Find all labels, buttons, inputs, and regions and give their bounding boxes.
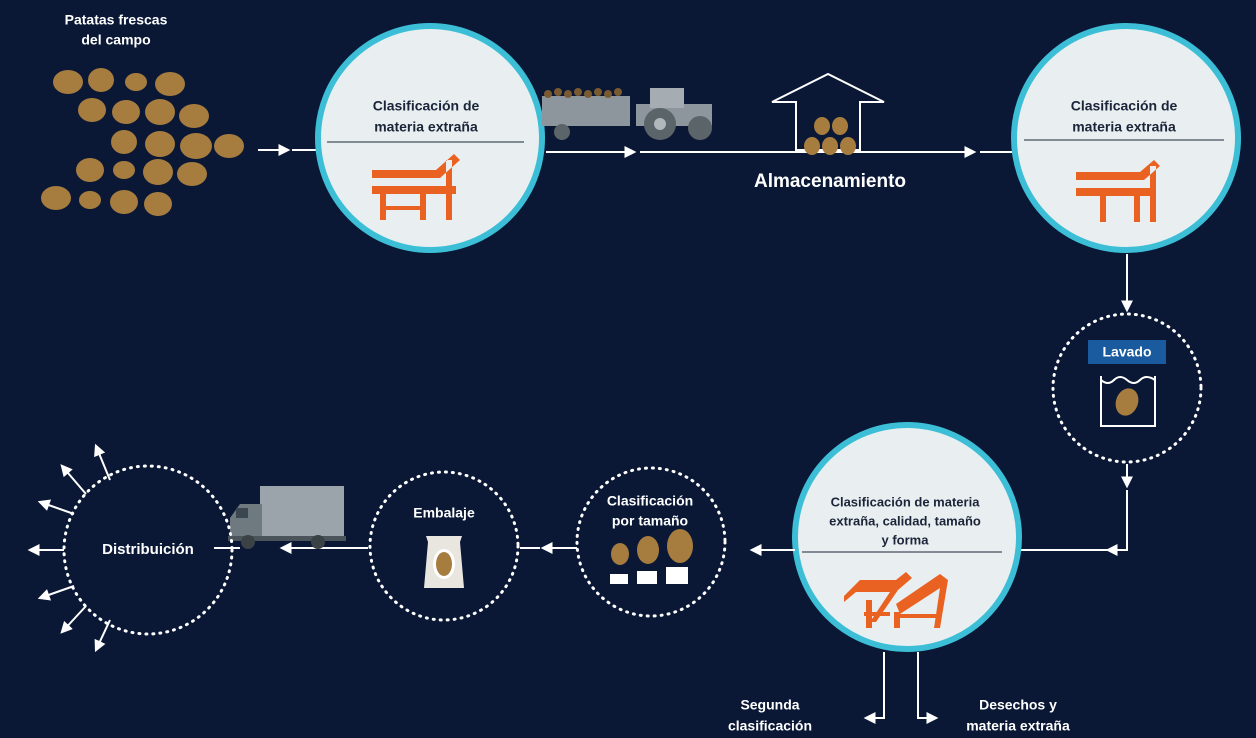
shape (145, 99, 175, 125)
shape (814, 117, 830, 135)
shape (650, 88, 684, 108)
shape (637, 571, 657, 584)
sorting-2: Clasificación de materia extraña (1014, 26, 1238, 250)
washing-label: Lavado (1102, 344, 1151, 360)
shape (241, 535, 255, 549)
shape (41, 186, 71, 210)
second-sort-label: Segunda (740, 697, 799, 713)
shape (688, 116, 712, 140)
sorting-3: Clasificación de materia extraña, calida… (795, 425, 1019, 649)
shape (145, 131, 175, 157)
shape (318, 26, 542, 250)
shape (79, 191, 101, 209)
shape (125, 73, 147, 91)
shape (260, 486, 344, 536)
sorting-1-label: materia extraña (374, 119, 478, 135)
second-sort-label: clasificación (728, 718, 812, 734)
shape (214, 134, 244, 158)
shape (110, 190, 138, 214)
shape (654, 118, 666, 130)
distribution-label: Distribuición (102, 541, 194, 558)
shape (1014, 26, 1238, 250)
shape (832, 117, 848, 135)
shape (610, 574, 628, 584)
shape (155, 72, 185, 96)
page: Patatas frescas del campo Clasificación … (0, 0, 1256, 738)
shape (179, 104, 209, 128)
shape (177, 162, 207, 186)
shape (112, 100, 140, 124)
shape (584, 90, 592, 98)
shape (614, 88, 622, 96)
shape (76, 158, 104, 182)
shape (611, 543, 629, 565)
sorting-2-label: materia extraña (1072, 119, 1176, 135)
shape (574, 88, 582, 96)
packing-label: Embalaje (413, 505, 475, 521)
size-grading-label: por tamaño (612, 513, 688, 529)
shape (840, 137, 856, 155)
shape (53, 70, 83, 94)
shape (436, 552, 452, 576)
shape (113, 161, 135, 179)
shape (111, 130, 137, 154)
shape (604, 90, 612, 98)
shape (666, 567, 688, 584)
sorting-1: Clasificación de materia extraña (318, 26, 542, 250)
shape (544, 90, 552, 98)
harvest-label: del campo (81, 32, 150, 48)
shape (78, 98, 106, 122)
sorting-3-label: Clasificación de materia (831, 494, 981, 509)
shape (143, 159, 173, 185)
sorting-2-label: Clasificación de (1071, 98, 1178, 114)
shape (554, 88, 562, 96)
shape (564, 90, 572, 98)
sorting-3-label: y forma (882, 532, 930, 547)
sorting-3-label: extraña, calidad, tamaño (829, 513, 981, 528)
shape (667, 529, 693, 563)
waste-label: materia extraña (966, 718, 1070, 734)
shape (542, 96, 630, 126)
harvest-label: Patatas frescas (65, 12, 168, 28)
shape (554, 124, 570, 140)
shape (88, 68, 114, 92)
storage-label: Almacenamiento (754, 171, 906, 192)
shape (804, 137, 820, 155)
shape (236, 508, 248, 518)
waste-label: Desechos y (979, 697, 1057, 713)
diagram: Patatas frescas del campo Clasificación … (0, 0, 1256, 738)
shape (637, 536, 659, 564)
sorting-1-label: Clasificación de (373, 98, 480, 114)
shape (822, 137, 838, 155)
shape (180, 133, 212, 159)
size-grading-label: Clasificación (607, 493, 693, 509)
shape (144, 192, 172, 216)
shape (311, 535, 325, 549)
shape (594, 88, 602, 96)
